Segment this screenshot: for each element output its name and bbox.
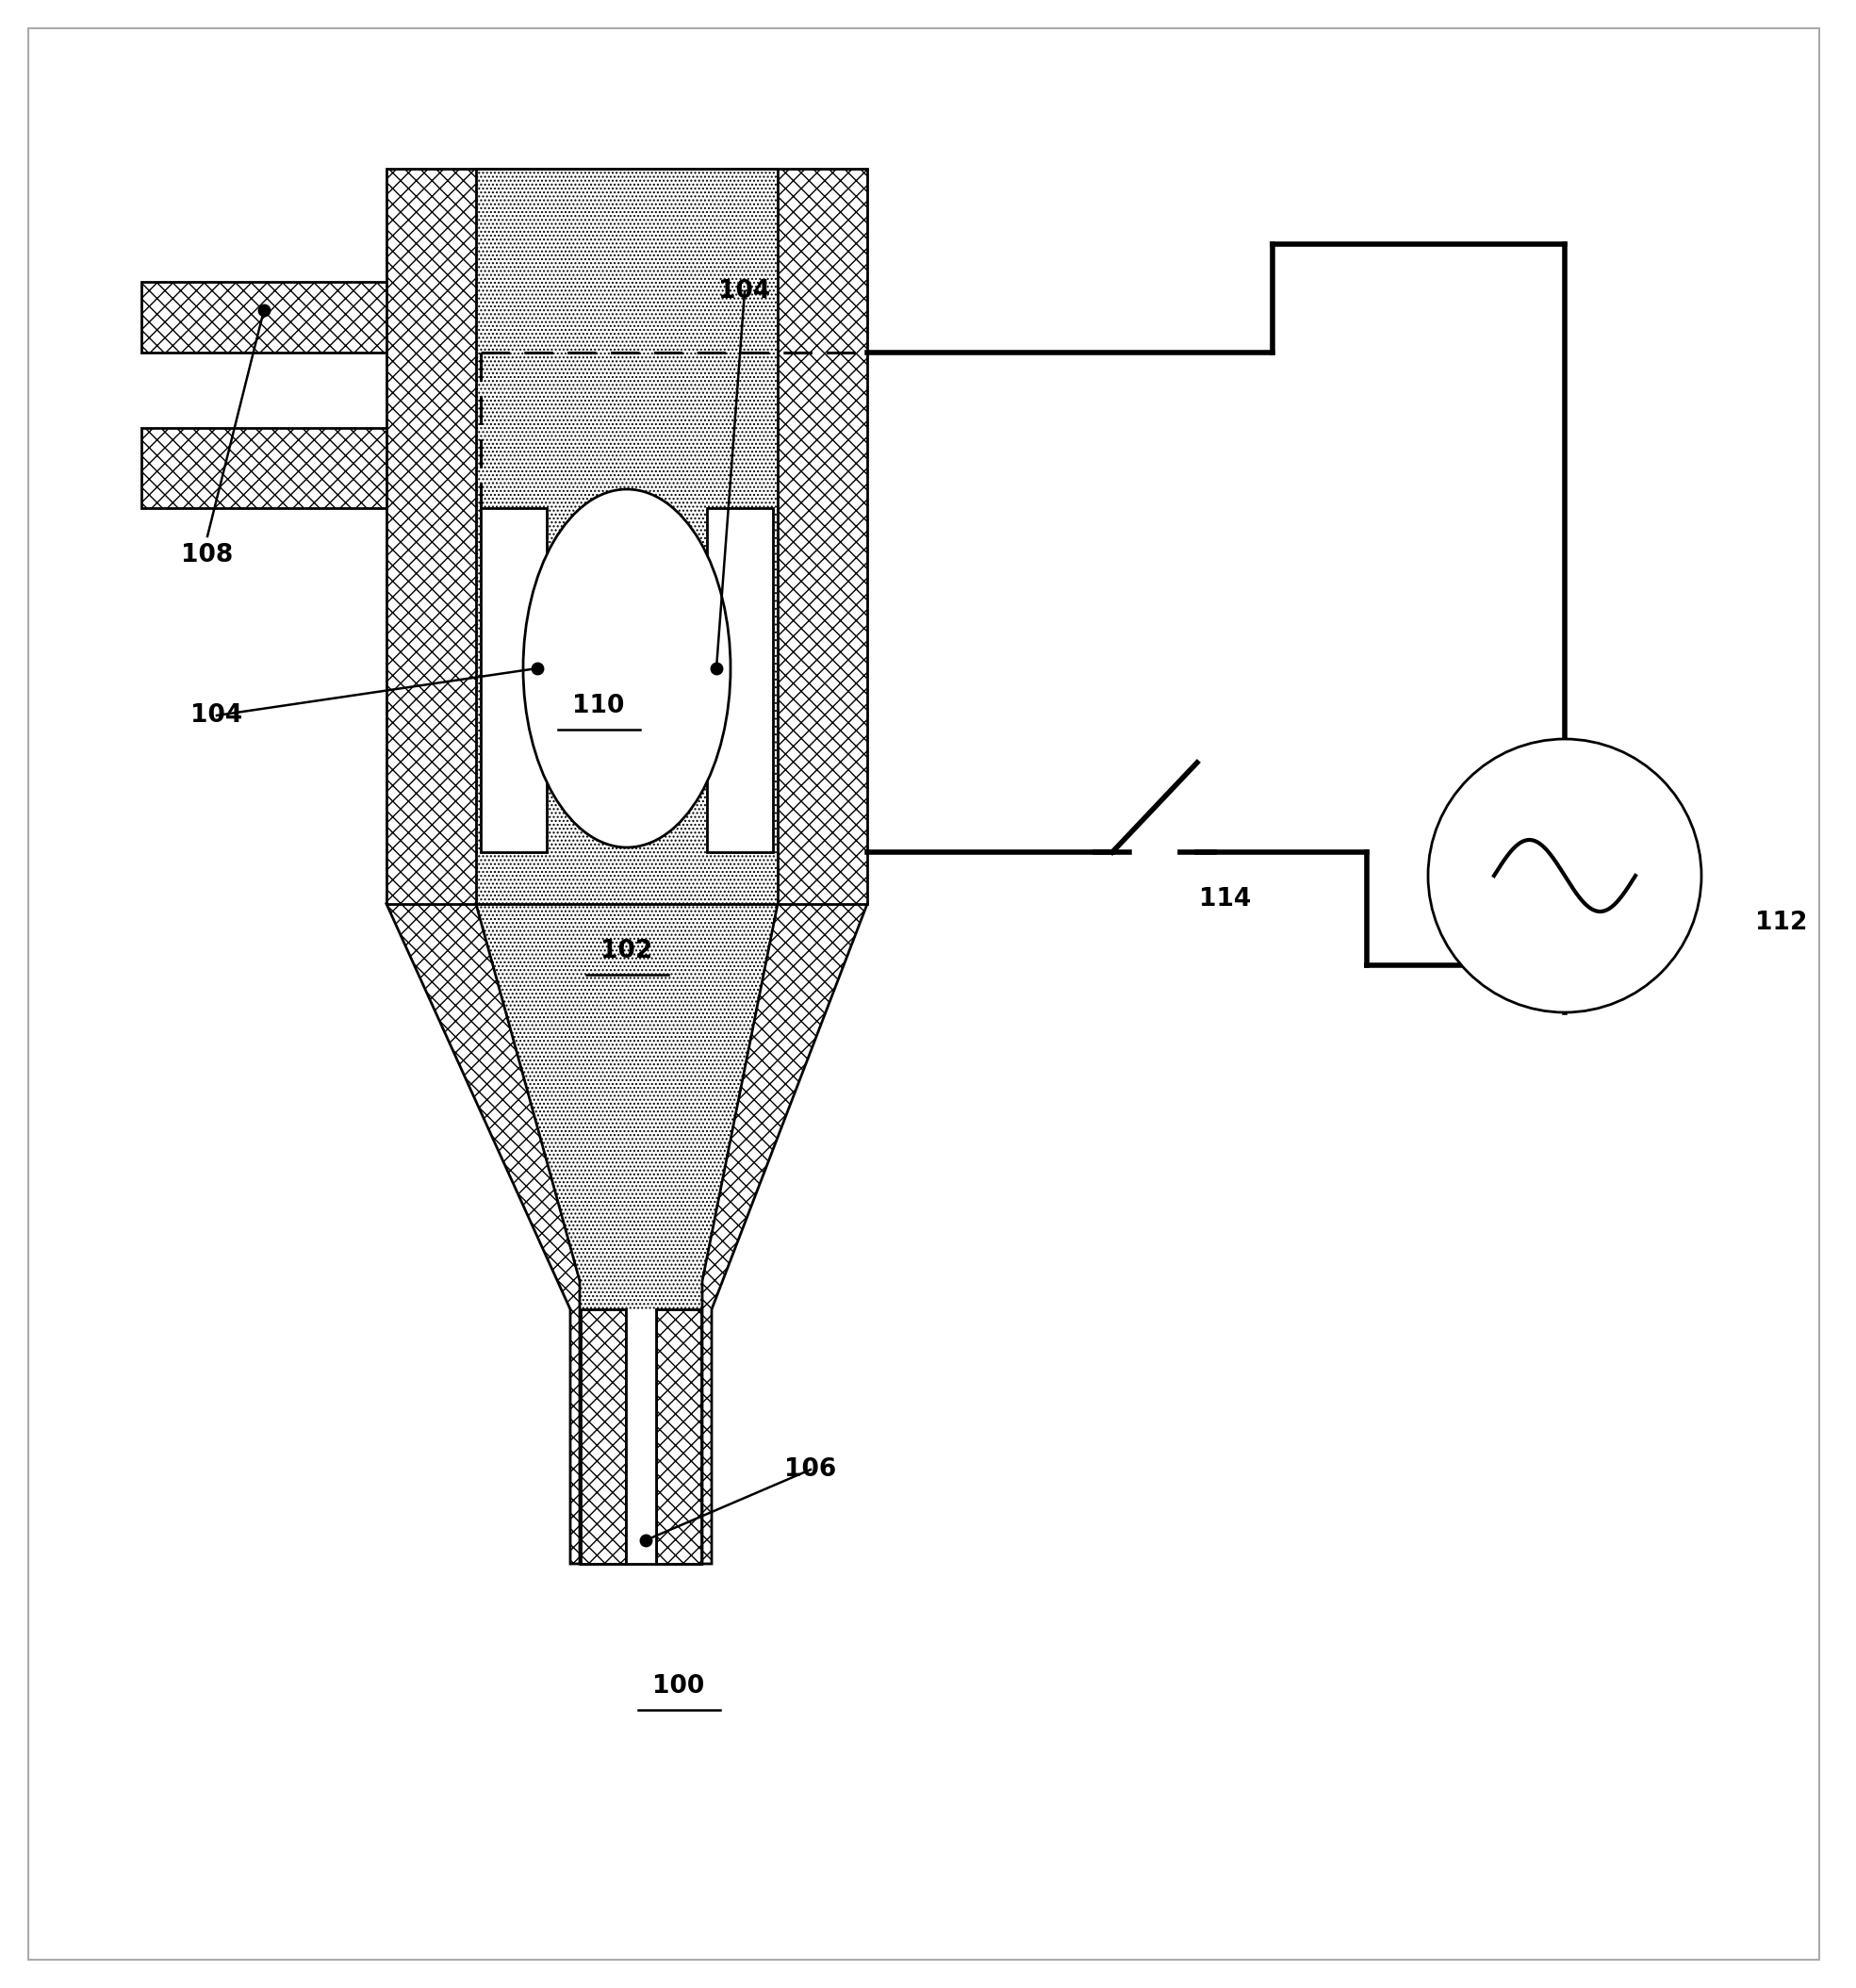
Bar [386,169,867,905]
Bar [141,282,386,352]
Bar [475,169,778,905]
Text: 110: 110 [572,694,625,718]
Text: 104: 104 [718,278,770,304]
Bar [655,1310,702,1565]
Text: 108: 108 [182,543,234,567]
Text: 104: 104 [191,704,243,728]
Polygon shape [475,905,778,1565]
Text: 106: 106 [785,1457,837,1481]
Polygon shape [386,905,867,1565]
Bar [581,1310,625,1565]
Circle shape [1427,740,1702,1012]
Text: 102: 102 [601,938,653,964]
Bar [481,509,548,853]
Bar [625,1310,655,1565]
Bar [141,427,386,509]
Text: 100: 100 [653,1674,705,1698]
Text: 112: 112 [1756,911,1808,934]
Text: 114: 114 [1199,887,1251,912]
Ellipse shape [523,489,731,847]
Bar [707,509,772,853]
